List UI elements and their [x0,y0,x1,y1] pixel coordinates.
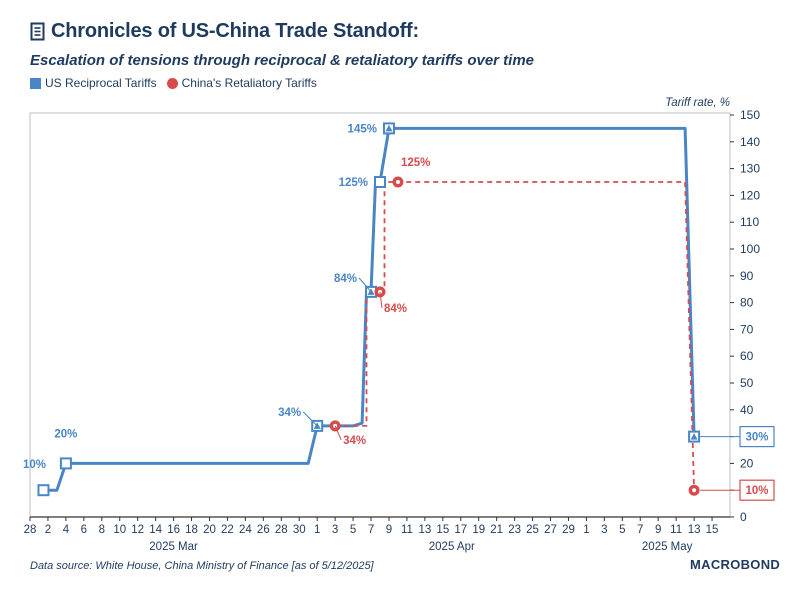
x-tick-label: 4 [63,524,70,536]
x-tick-label: 21 [490,524,503,536]
x-tick-label: 16 [167,524,180,536]
us-data-label: 125% [339,177,368,189]
legend-swatch-us [30,77,41,89]
y-tick-label: 60 [740,349,754,363]
us-data-label: 84% [334,273,357,285]
x-tick-label: 11 [401,524,413,536]
y-tick-label: 110 [740,215,759,229]
y-axis-unit-label: Tariff rate, % [665,97,730,109]
x-tick-label: 1 [583,524,589,536]
china-end-label: 10% [745,485,768,497]
x-month-label: 2025 May [642,541,693,553]
china-data-label: 84% [384,303,407,315]
chart-subtitle: Escalation of tensions through reciproca… [30,52,535,69]
china-data-label: 34% [343,435,366,447]
x-tick-label: 17 [454,524,467,536]
y-tick-label: 130 [740,162,760,176]
brand-logo: MACROBOND [690,557,781,572]
x-tick-label: 12 [131,524,144,536]
x-tick-label: 5 [619,524,625,536]
x-tick-label: 10 [113,524,126,536]
x-tick-label: 26 [257,524,270,536]
x-tick-label: 1 [314,524,320,536]
x-tick-label: 19 [472,524,485,536]
us-label-leader [358,277,372,293]
y-tick-label: 80 [740,296,754,310]
y-tick-label: 40 [740,403,754,417]
y-tick-label: 100 [740,242,760,256]
x-tick-label: 29 [562,524,575,536]
us-marker-square [37,484,50,497]
y-tick-label: 70 [740,322,754,336]
us-data-label: 145% [348,123,377,135]
x-tick-label: 25 [526,524,539,536]
title-row: Chronicles of US-China Trade Standoff: [30,20,419,43]
china-label-leader [379,291,383,308]
legend-item-us: US Reciprocal Tariffs [30,76,157,90]
us-tariff-line [43,126,696,492]
x-tick-label: 20 [203,524,216,536]
y-tick-label: 20 [740,456,754,470]
x-tick-label: 9 [655,524,661,536]
china-marker-center [692,488,697,493]
x-tick-label: 27 [544,524,557,536]
us-data-label: 10% [23,459,46,471]
x-tick-label: 18 [185,524,198,536]
x-tick-label: 7 [637,524,643,536]
y-tick-label: 90 [740,269,754,283]
x-tick-label: 2 [45,524,51,536]
chart-title: Chronicles of US-China Trade Standoff: [51,20,419,42]
us-marker-triangle [690,433,698,440]
y-tick-label: 50 [740,376,754,390]
china-tariff-line [335,181,695,491]
us-marker-triangle [385,124,393,132]
china-data-label: 125% [401,157,430,169]
legend-item-china: China's Retaliatory Tariffs [166,76,317,90]
document-icon [30,22,45,40]
x-tick-label: 3 [601,524,607,536]
x-tick-label: 6 [81,524,87,536]
x-tick-label: 13 [418,524,431,536]
x-tick-label: 7 [368,524,374,536]
x-tick-label: 14 [149,524,162,536]
x-tick-label: 13 [688,524,701,536]
x-tick-label: 5 [350,524,356,536]
us-end-label: 30% [745,432,768,444]
x-tick-label: 15 [706,524,719,536]
x-tick-label: 9 [386,524,392,536]
us-marker-square [374,176,386,188]
x-tick-label: 30 [293,524,306,536]
x-tick-label: 28 [275,524,288,536]
us-data-label: 20% [54,428,77,440]
x-month-label: 2025 Apr [429,541,475,553]
us-label-leader [302,411,318,427]
legend-swatch-china [166,77,178,89]
x-tick-label: 11 [670,524,682,536]
x-tick-label: 15 [436,524,449,536]
x-tick-label: 23 [508,524,521,536]
china-marker-center [395,180,400,184]
china-label-leader [334,425,342,441]
us-end-label-box [739,426,775,448]
us-marker-square [59,457,72,470]
data-source: Data source: White House, China Ministry… [30,560,374,572]
y-tick-label: 150 [740,108,760,122]
y-tick-label: 140 [740,135,760,149]
y-tick-label: 120 [740,188,760,202]
x-tick-label: 3 [332,524,338,536]
x-tick-label: 28 [24,524,37,536]
legend-label-us: US Reciprocal Tariffs [45,76,157,90]
china-end-label-box [739,479,775,501]
x-tick-label: 24 [239,524,252,536]
x-month-label: 2025 Mar [149,541,198,553]
legend: US Reciprocal Tariffs China's Retaliator… [30,76,327,90]
x-tick-label: 22 [221,524,234,536]
y-tick-label: 0 [740,510,747,524]
legend-label-china: China's Retaliatory Tariffs [181,76,317,90]
us-data-label: 34% [278,407,301,419]
x-tick-label: 8 [99,524,105,536]
